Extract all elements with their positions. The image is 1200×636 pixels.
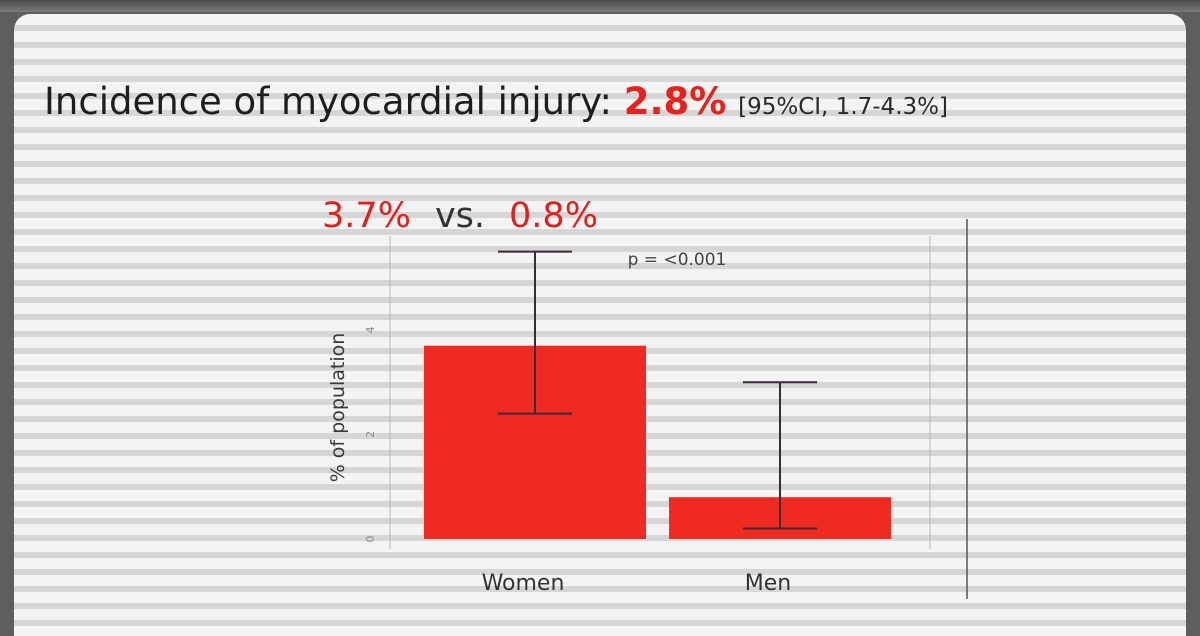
presentation-slide: Incidence of myocardial injury: 2.8% [95… xyxy=(14,14,1186,636)
bar-chart: 0 2 4 % of population Women Men p = <0.001 xyxy=(327,219,968,599)
y-tick-label-2: 4 xyxy=(364,327,377,334)
title-confidence-interval: [95%CI, 1.7-4.3%] xyxy=(738,94,948,120)
y-tick-label-0: 0 xyxy=(364,536,377,543)
y-tick-label-1: 2 xyxy=(364,431,377,438)
title-value: 2.8% xyxy=(623,80,727,123)
y-axis-label: % of population xyxy=(327,333,349,483)
p-value-annotation: p = <0.001 xyxy=(628,250,727,270)
slide-title: Incidence of myocardial injury: 2.8% [95… xyxy=(44,80,948,123)
comparison-heading: 3.7% vs. 0.8% xyxy=(14,196,1046,236)
x-category-label-women: Women xyxy=(482,571,565,596)
men-percentage: 0.8% xyxy=(509,196,598,236)
women-percentage: 3.7% xyxy=(322,196,411,236)
screen-frame xyxy=(0,0,1200,12)
x-category-label-men: Men xyxy=(745,571,791,596)
title-text: Incidence of myocardial injury: xyxy=(44,80,612,123)
versus-label: vs. xyxy=(434,196,486,236)
